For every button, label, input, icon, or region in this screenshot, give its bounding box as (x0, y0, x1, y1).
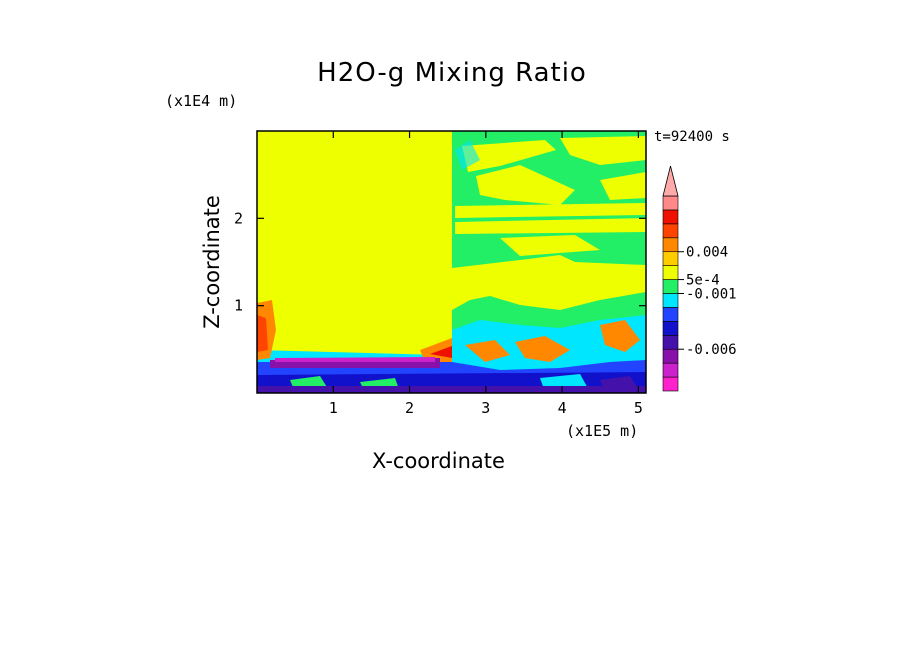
x-tick-label: 2 (405, 399, 414, 417)
x-axis-label: X-coordinate (372, 449, 505, 473)
x-axis-unit: (x1E5 m) (566, 422, 639, 440)
x-tick-label: 1 (329, 399, 338, 417)
heatmap-moist-band (257, 300, 640, 362)
colorbar-swatch (662, 195, 679, 211)
y-tick-label: 1 (234, 297, 243, 315)
x-tick-label: 3 (481, 399, 490, 417)
colorbar-label: 0.004 (686, 245, 728, 261)
colorbar-swatch (662, 307, 679, 322)
time-label: t=92400 s (654, 129, 730, 145)
colorbar-swatch (662, 321, 679, 336)
heatmap-boundary-layer (257, 357, 646, 393)
colorbar-swatch (662, 237, 679, 253)
plot-frame (256, 130, 647, 394)
colorbar-swatch (662, 362, 679, 378)
colorbar-swatch (662, 334, 679, 350)
colorbar-label: 5e-4 (686, 273, 720, 289)
y-axis-unit: (x1E4 m) (165, 92, 238, 110)
colorbar-swatch (662, 279, 679, 294)
colorbar-swatch (662, 251, 679, 266)
chart-title: H2O-g Mixing Ratio (317, 58, 587, 88)
heatmap-upper-bands (452, 131, 646, 268)
colorbar-swatch (662, 293, 679, 308)
colorbar-swatch (662, 376, 679, 392)
colorbar-label: -0.006 (686, 342, 737, 358)
y-tick-label: 2 (234, 209, 243, 227)
x-tick-label: 4 (558, 399, 567, 417)
heatmap-field (257, 131, 646, 393)
x-tick-label: 5 (634, 399, 643, 417)
colorbar-extend-triangle (662, 165, 679, 197)
colorbar-swatch (662, 265, 679, 280)
colorbar-swatch (662, 209, 679, 225)
colorbar-swatch (662, 348, 679, 364)
colorbar-swatch (662, 223, 679, 239)
colorbar-label: -0.001 (686, 287, 737, 303)
